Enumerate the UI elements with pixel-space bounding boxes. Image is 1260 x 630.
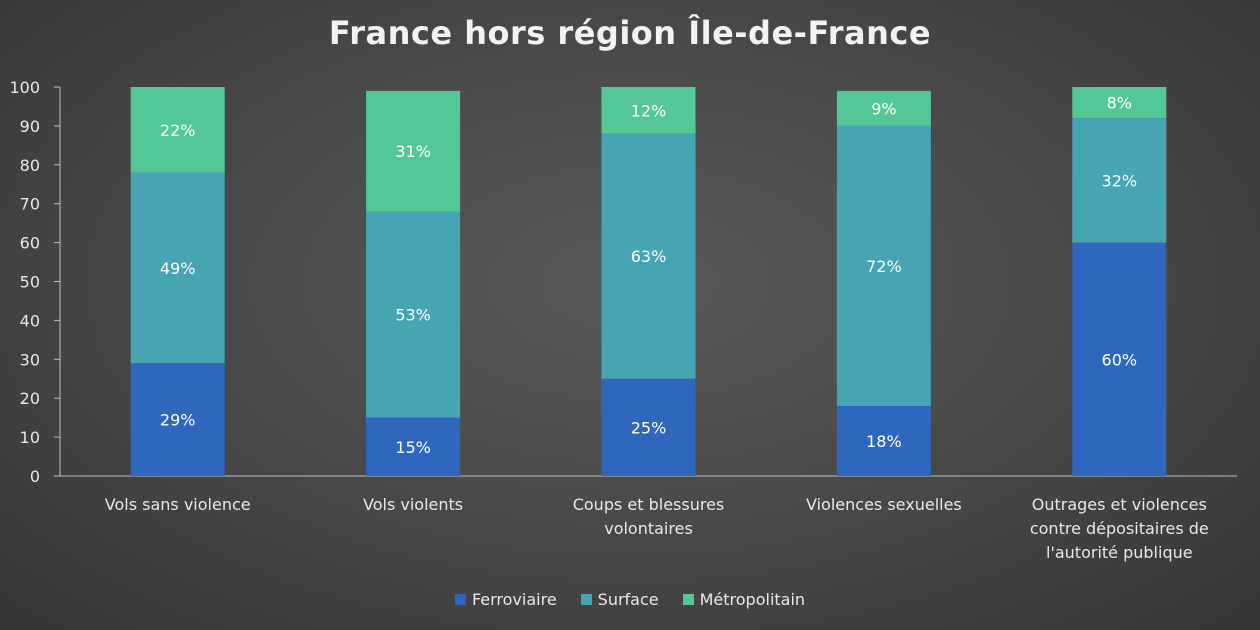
bar-segment [601, 133, 696, 379]
data-label: 49% [160, 259, 196, 278]
bar-segment [366, 417, 461, 476]
bar-segment [130, 363, 225, 476]
bar-segment [130, 87, 225, 173]
y-tick-label: 0 [30, 467, 40, 486]
data-label: 8% [1107, 94, 1132, 113]
category-label-line: Vols violents [363, 495, 463, 514]
y-tick-label: 10 [20, 428, 40, 447]
category-label: Vols violents [363, 495, 463, 514]
category-label-line: contre dépositaires de [1030, 519, 1209, 538]
bar-segment [366, 211, 461, 418]
category-label: Coups et blessures volontaires [573, 495, 725, 538]
bar-segment [836, 90, 931, 126]
category-label-line: Outrages et violences [1032, 495, 1207, 514]
y-tick-label: 60 [20, 234, 40, 253]
y-tick-label: 90 [20, 117, 40, 136]
category-label-line: Vols sans violence [105, 495, 251, 514]
data-label: 63% [631, 247, 667, 266]
data-label: 29% [160, 411, 196, 430]
category-label: Outrages et violences contre dépositaires… [1030, 495, 1209, 562]
bar-segment [130, 172, 225, 364]
category-label: Vols sans violence [105, 495, 251, 514]
category-label-line: Coups et blessures [573, 495, 725, 514]
bar-segment [366, 90, 461, 212]
legend-swatch-metropolitain [682, 594, 694, 605]
data-label: 22% [160, 121, 196, 140]
legend-item-ferroviaire: Ferroviaire [454, 590, 557, 609]
data-label: 32% [1102, 171, 1138, 190]
y-tick-label: 50 [20, 273, 40, 292]
legend-label-surface: Surface [597, 590, 659, 609]
data-label: 72% [866, 257, 902, 276]
data-label: 18% [866, 432, 902, 451]
y-tick-label: 20 [20, 389, 40, 408]
category-label-line: Violences sexuelles [806, 495, 962, 514]
legend: Ferroviaire Surface Métropolitain [0, 590, 1260, 609]
legend-swatch-surface [580, 594, 592, 605]
bar-segment [601, 378, 696, 476]
bar-segment [601, 87, 696, 134]
data-label: 53% [395, 306, 431, 325]
legend-item-surface: Surface [580, 590, 659, 609]
legend-label-ferroviaire: Ferroviaire [471, 590, 557, 609]
y-tick-label: 80 [20, 156, 40, 175]
bar-segment [1072, 87, 1167, 119]
legend-item-metropolitain: Métropolitain [682, 590, 806, 609]
data-label: 9% [871, 99, 896, 118]
bar-segment [1072, 242, 1167, 476]
data-label: 31% [395, 142, 431, 161]
y-tick-label: 30 [20, 350, 40, 369]
category-label-line: l'autorité publique [1046, 543, 1193, 562]
bar-segment [836, 405, 931, 476]
bar-segment [1072, 118, 1167, 243]
data-label: 25% [631, 418, 667, 437]
category-label: Violences sexuelles [806, 495, 962, 514]
y-tick-label: 70 [20, 195, 40, 214]
data-label: 12% [631, 101, 667, 120]
chart-title: France hors région Île-de-France [328, 14, 932, 52]
data-label: 60% [1102, 350, 1138, 369]
bar-segment [836, 125, 931, 406]
legend-swatch-ferroviaire [454, 594, 466, 605]
y-tick-label: 40 [20, 311, 40, 330]
legend-label-metropolitain: Métropolitain [699, 590, 806, 609]
category-label-line: volontaires [604, 519, 693, 538]
y-tick-label: 100 [9, 78, 40, 97]
data-label: 15% [395, 438, 431, 457]
